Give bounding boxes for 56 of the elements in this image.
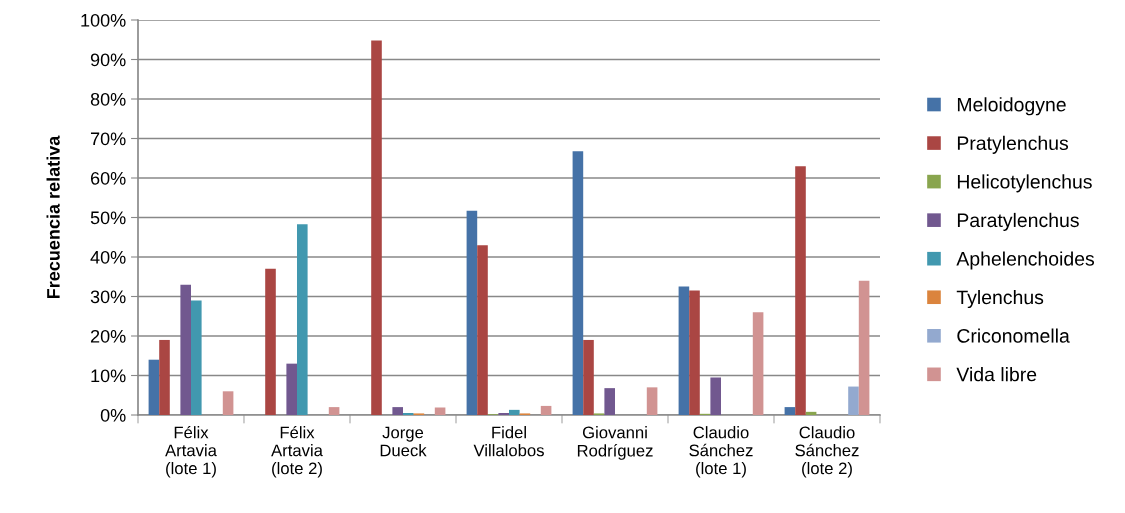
legend-label: Pratylenchus [957,135,1069,154]
legend-label: Meloidogyne [957,97,1066,116]
legend-label: Tylenchus [956,289,1044,309]
legend-label: Helicotylenchus [957,174,1092,193]
bar [678,286,690,415]
bar [328,407,340,415]
bar [795,166,806,415]
bar [509,409,520,415]
y-tick-label: 100% [81,13,126,27]
bar [191,300,202,415]
bar [466,210,478,415]
legend-label: Vida libre [956,367,1037,382]
bar [286,363,297,415]
bar [583,339,594,415]
bar [572,151,584,415]
bar [689,290,700,415]
y-tick-label: 10% [91,369,126,383]
bar [371,40,382,415]
y-tick-label: 90% [90,53,126,67]
y-tick-label: 40% [90,250,126,264]
bar [434,407,446,415]
bar [222,391,234,415]
bar [159,339,170,415]
y-tick-label: 70% [90,132,126,146]
y-tick-label: 0% [100,408,126,422]
bar [805,411,817,415]
y-tick-label: 30% [90,290,126,304]
y-axis-title: Frecuencia relativa [46,135,60,299]
bar [752,312,764,415]
y-tick-label: 50% [90,211,126,225]
y-tick-label: 60% [90,171,126,185]
x-tick-label: Giovanni Rodríguez [577,426,653,460]
bar [540,405,552,415]
legend-label: Paratylenchus [957,212,1079,231]
x-tick-label: Jorge Dueck [380,426,427,457]
bar [297,224,308,415]
x-tick-label: Félix Artavia (lote 2) [271,425,323,478]
legend-label: Aphelenchoides [956,251,1095,270]
bar [858,280,870,415]
x-tick-label: Félix Artavia (lote 1) [165,425,217,478]
bar [265,268,276,415]
y-tick-label: 80% [90,92,126,106]
bar [604,388,615,415]
bar [477,245,488,415]
y-tick-label: 20% [90,329,126,343]
bar [148,359,160,415]
bar [180,284,191,415]
bar [646,387,658,415]
bar [710,377,721,415]
x-tick-label: Claudio Sánchez (lote 2) [795,426,859,478]
legend-label: Criconomella [957,328,1070,343]
bar [392,407,403,415]
x-tick-label: Fidel Villalobos [473,426,544,457]
bar [848,386,859,415]
x-tick-label: Claudio Sánchez (lote 1) [689,426,753,478]
bar [784,407,796,415]
